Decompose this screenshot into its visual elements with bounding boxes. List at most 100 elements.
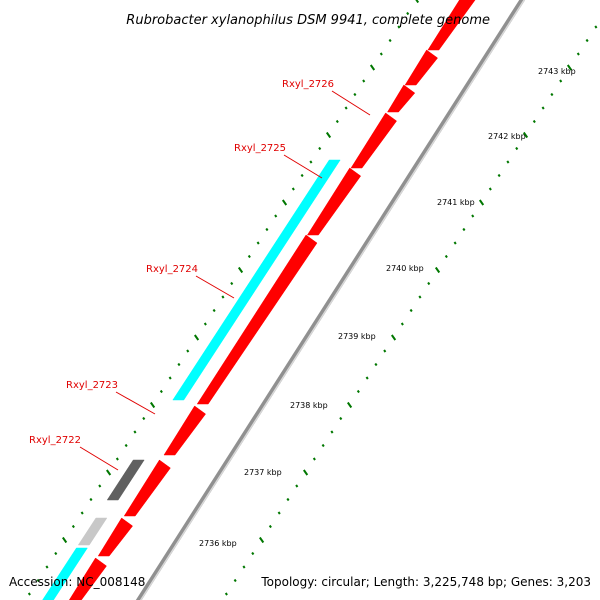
gene-feature (42, 547, 88, 600)
scale-label: 2743 kbp (538, 67, 576, 76)
gene-feature (106, 459, 145, 501)
tick-mark (224, 592, 228, 596)
callout-line (331, 90, 371, 116)
tick-mark (295, 484, 299, 488)
gene-label: Rxyl_2723 (66, 380, 118, 391)
tick-mark (277, 511, 281, 515)
tick-mark (362, 79, 366, 83)
tick-mark (89, 497, 93, 502)
tick-mark (312, 457, 316, 461)
tick-mark (453, 241, 457, 245)
scale-label: 2738 kbp (290, 401, 328, 410)
tick-mark (268, 524, 272, 529)
tick-mark (325, 131, 332, 139)
topology-text: Topology: circular; Length: 3,225,748 bp… (260, 575, 591, 589)
tick-mark (418, 295, 422, 299)
gene-feature (350, 112, 397, 169)
tick-mark (186, 349, 190, 353)
gene-feature (163, 405, 206, 456)
gene-feature (427, 0, 476, 51)
tick-mark (265, 227, 269, 232)
tick-mark (281, 199, 288, 206)
gene-label: Rxyl_2726 (282, 79, 334, 90)
scale-label: 2741 kbp (437, 198, 475, 207)
gene-label: Rxyl_2722 (29, 435, 81, 446)
gene-feature (306, 167, 362, 236)
tick-mark (251, 551, 255, 556)
tick-mark (379, 52, 383, 56)
gene-feature (404, 49, 438, 86)
tick-mark (576, 52, 580, 56)
tick-mark (330, 430, 334, 434)
tick-mark (346, 401, 353, 409)
tick-mark (356, 389, 360, 394)
tick-mark (98, 484, 102, 488)
tick-mark (488, 187, 492, 191)
tick-mark (159, 389, 163, 394)
tick-mark (532, 119, 536, 124)
tick-mark (203, 322, 207, 326)
gene-feature (68, 557, 107, 600)
tick-mark (259, 536, 265, 544)
tick-mark (256, 241, 260, 245)
gene-feature (97, 517, 133, 557)
tick-mark (193, 334, 200, 341)
tick-mark (388, 38, 392, 43)
tick-mark (335, 119, 339, 124)
gene-feature (172, 159, 341, 401)
tick-mark (400, 322, 404, 326)
tick-mark (27, 592, 31, 596)
tick-mark (318, 146, 322, 151)
gene-feature (387, 84, 416, 113)
gene-label: Rxyl_2724 (146, 264, 198, 275)
tick-mark (390, 334, 397, 341)
tick-mark (541, 106, 545, 110)
tick-mark (237, 266, 244, 274)
tick-mark (221, 295, 225, 299)
tick-mark (397, 25, 401, 29)
tick-mark (444, 254, 448, 259)
map-title: Rubrobacter xylanophilus DSM 9941, compl… (126, 13, 490, 28)
tick-mark (177, 362, 181, 367)
tick-mark (212, 308, 216, 313)
callout-line (283, 154, 323, 179)
tick-mark (80, 511, 84, 515)
callout-lines (79, 90, 371, 471)
tick-mark (247, 254, 251, 259)
tick-mark (309, 160, 313, 164)
tick-marks (27, 0, 598, 596)
tick-mark (471, 214, 475, 218)
tick-mark (54, 551, 58, 556)
tick-mark (374, 362, 378, 367)
tick-mark (36, 578, 40, 583)
callout-line (79, 446, 119, 471)
scale-label: 2740 kbp (386, 264, 424, 273)
tick-mark (339, 416, 343, 421)
tick-mark (233, 578, 237, 583)
scale-label: 2739 kbp (338, 332, 376, 341)
gene-feature (196, 234, 318, 405)
tick-mark (462, 227, 466, 232)
tick-mark (71, 524, 75, 529)
tick-mark (559, 79, 563, 83)
scale-label: 2742 kbp (488, 132, 526, 141)
tick-mark (303, 469, 309, 476)
tick-mark (115, 457, 119, 461)
backbone (135, 0, 526, 600)
tick-mark (142, 416, 146, 421)
callout-line (115, 391, 156, 415)
tick-mark (383, 349, 387, 353)
tick-mark (242, 565, 246, 569)
scale-label: 2737 kbp (244, 468, 282, 477)
tick-mark (300, 173, 304, 178)
tick-mark (365, 376, 369, 380)
tick-mark (321, 443, 325, 448)
tick-mark (62, 536, 68, 544)
gene-label: Rxyl_2725 (234, 143, 286, 154)
tick-mark (45, 565, 49, 569)
tick-mark (230, 281, 234, 286)
tick-mark (478, 199, 485, 206)
tick-mark (585, 38, 589, 43)
tick-mark (522, 131, 529, 139)
